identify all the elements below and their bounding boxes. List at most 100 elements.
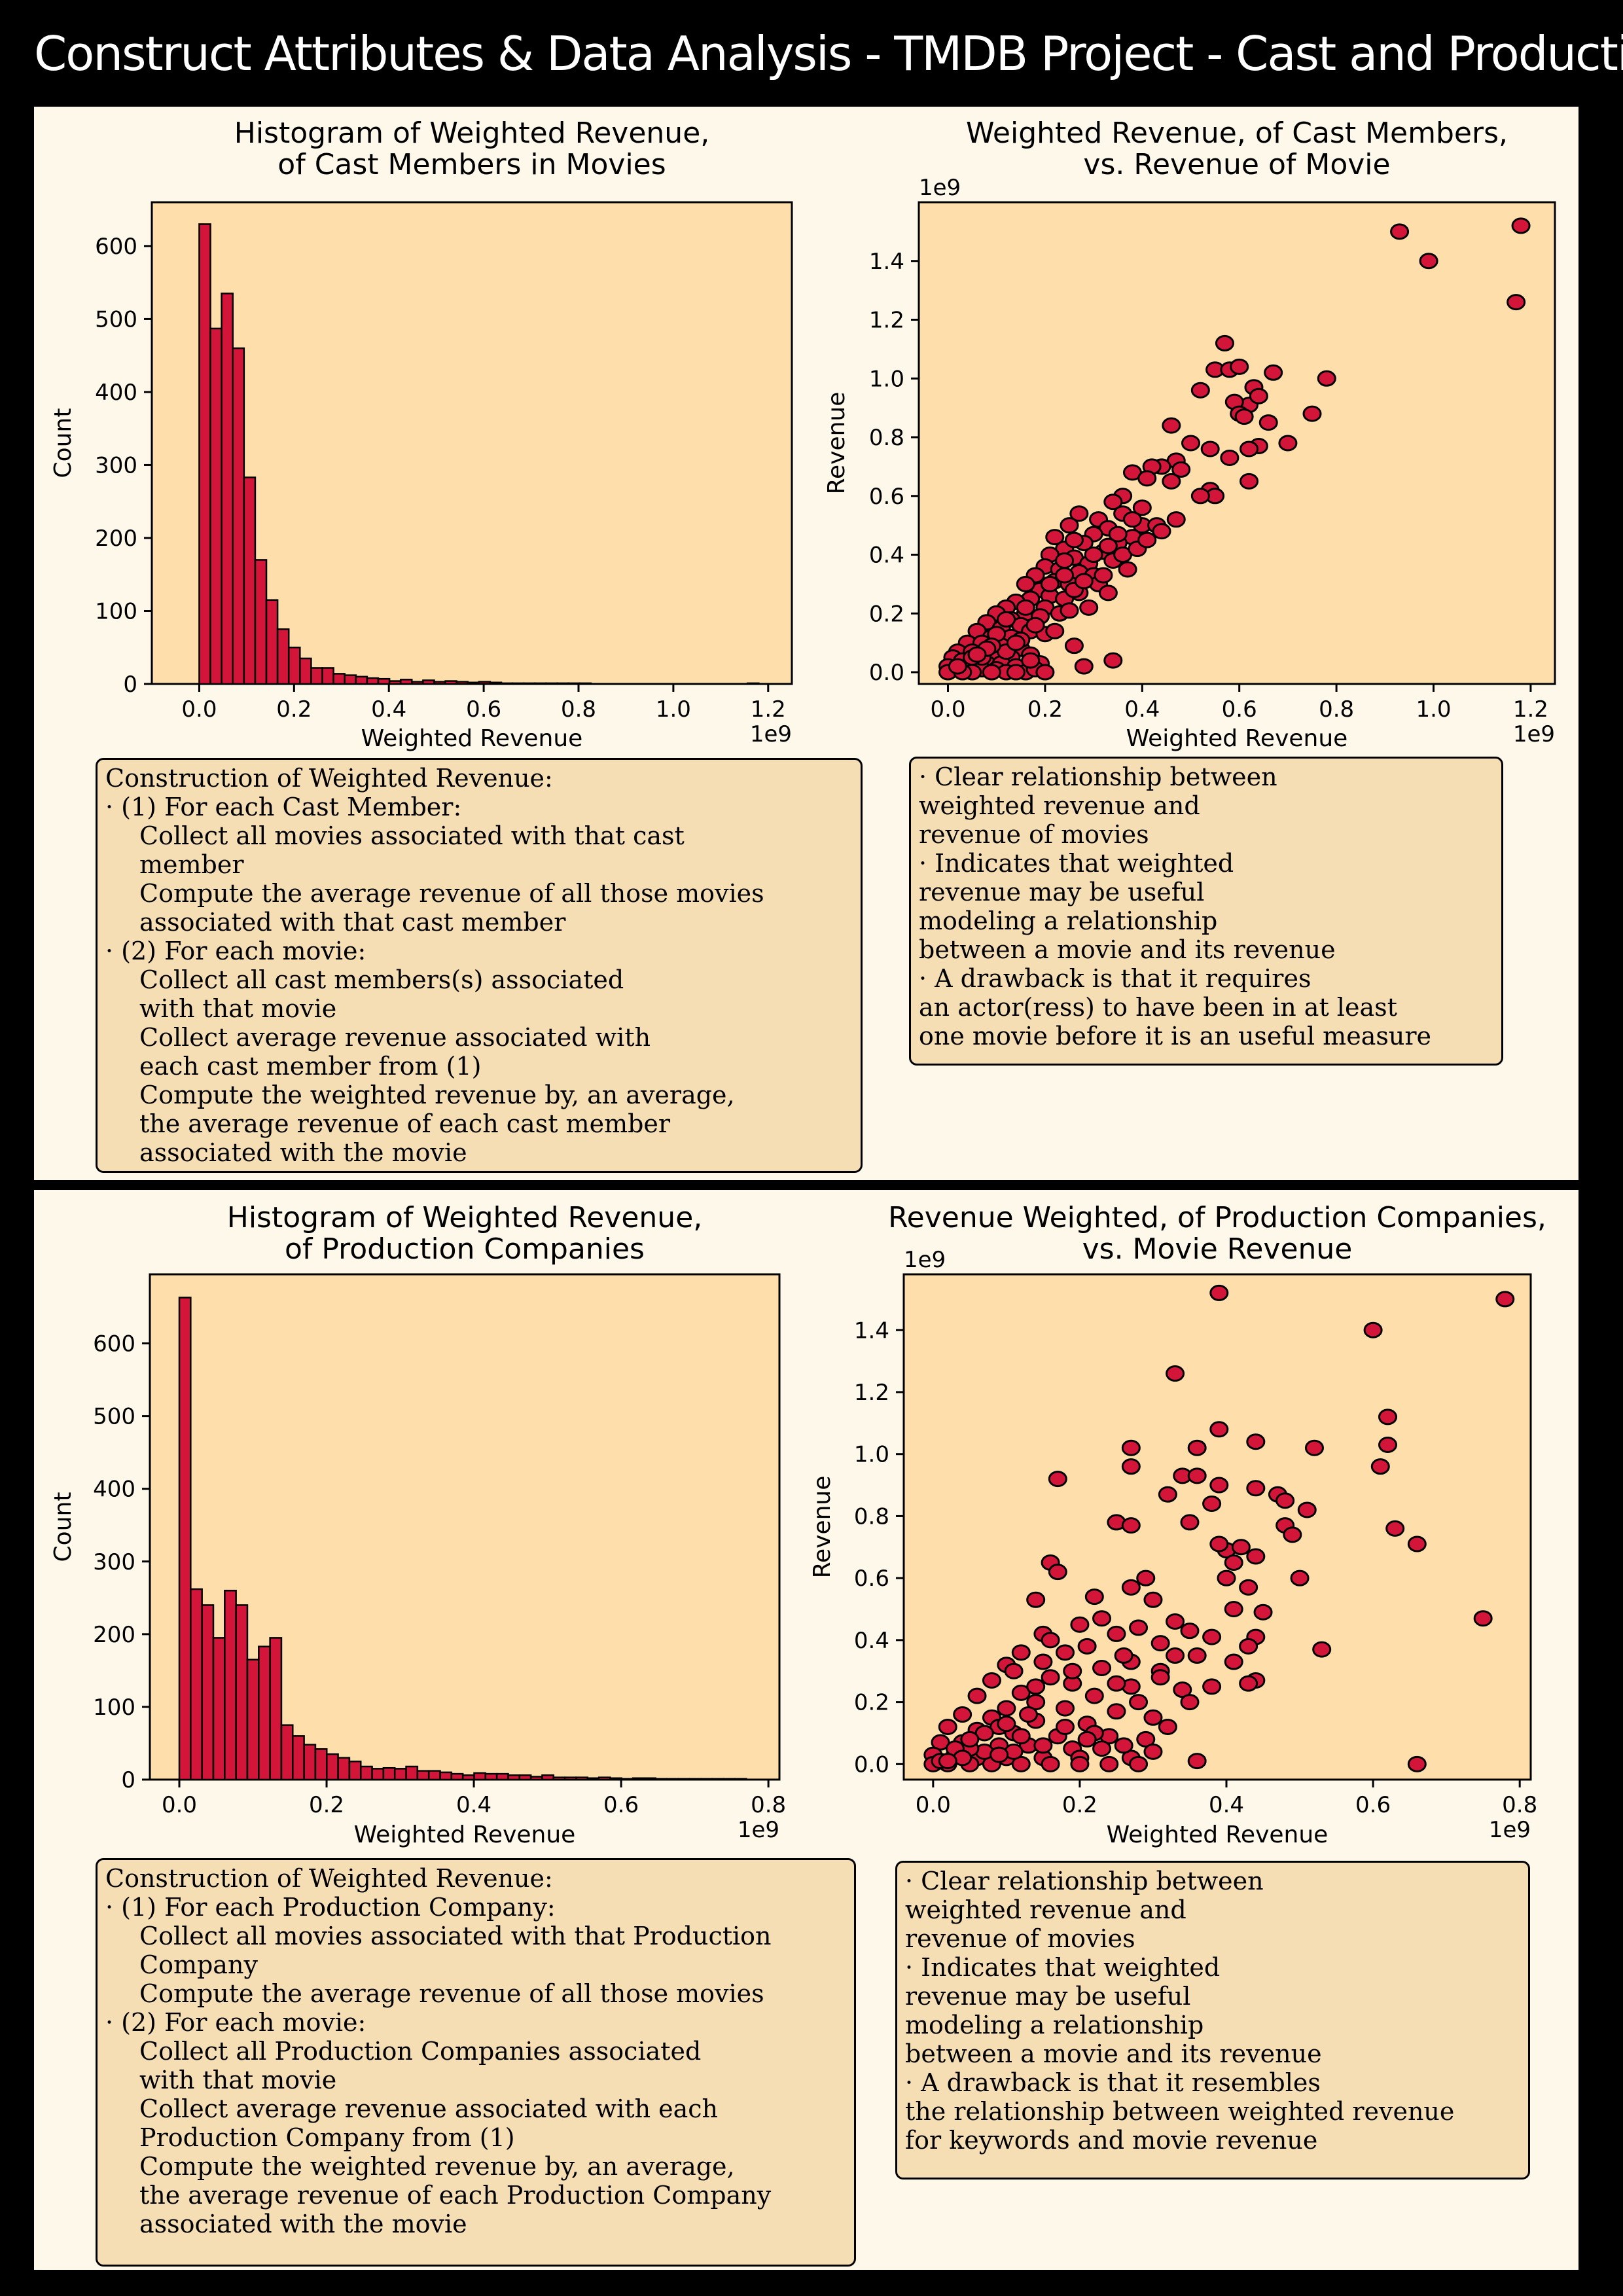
scatter-point [1302, 405, 1322, 422]
scatter-point [1253, 1604, 1273, 1621]
scatter-point [1004, 1662, 1024, 1679]
scatter-point [1283, 1526, 1302, 1543]
x-tick-label: 0.6 [603, 1792, 639, 1818]
scatter-point [1070, 1616, 1090, 1633]
y-tick-label: 200 [93, 1622, 135, 1648]
x-tick-label: 0.8 [1319, 696, 1354, 723]
scatter-point [1011, 1644, 1031, 1661]
scatter-point [1092, 1610, 1112, 1627]
scatter-point [1240, 440, 1259, 457]
y-axis-label: Revenue [809, 1476, 836, 1579]
note-line: Compute the average revenue of all those… [139, 1979, 764, 2008]
scatter-point [1180, 1514, 1200, 1531]
note-line: associated with the movie [139, 2210, 467, 2238]
note-line: for keywords and movie revenue [905, 2126, 1318, 2155]
histogram-bar [579, 682, 592, 685]
scatter-point [1092, 1740, 1112, 1757]
note-line: · A drawback is that it resembles [905, 2068, 1321, 2097]
y-tick-label: 0.2 [854, 1690, 889, 1716]
scatter-point [1121, 1517, 1141, 1534]
x-tick-label: 0.8 [1502, 1792, 1537, 1818]
note-line: revenue of movies [919, 820, 1149, 849]
x-tick-label: 0.0 [916, 1792, 951, 1818]
histogram-bar [734, 1778, 747, 1781]
scatter-point [1511, 217, 1531, 234]
scatter-point [1180, 1694, 1200, 1711]
x-axis-label: Weighted Revenue [354, 1821, 576, 1848]
scatter-point [1084, 547, 1103, 564]
scatter-point [1132, 499, 1152, 516]
scatter-point [982, 1672, 1001, 1689]
x-offset-label: 1e9 [750, 721, 792, 747]
scatter-point [1181, 435, 1201, 452]
scatter-point [1419, 253, 1438, 270]
y-tick-label: 0.4 [854, 1628, 889, 1654]
scatter-point [1056, 1718, 1075, 1735]
chart-title: Weighted Revenue, of Cast Members, [966, 117, 1508, 150]
scatter-point [1209, 1284, 1229, 1301]
y-tick-label: 400 [95, 380, 137, 406]
scatter-point [1033, 1653, 1053, 1670]
scatter-point [990, 1746, 1009, 1763]
scatter-point [1275, 1492, 1295, 1509]
scatter-point [1231, 1539, 1251, 1556]
scatter-point [1297, 1501, 1317, 1518]
scatter-point [1363, 1321, 1383, 1338]
scatter-point [1018, 1706, 1038, 1723]
x-tick-label: 1.2 [751, 696, 786, 723]
note-line: weighted revenue and [905, 1895, 1186, 1924]
scatter-point [1011, 1728, 1031, 1745]
scatter-point [1171, 461, 1191, 478]
y-offset-label: 1e9 [919, 175, 961, 201]
x-offset-label: 1e9 [1513, 721, 1555, 747]
x-offset-label: 1e9 [738, 1817, 779, 1843]
scatter-point [1006, 634, 1026, 651]
scatter-point [1278, 435, 1298, 452]
scatter-point [1069, 505, 1089, 522]
scatter-point [1107, 1703, 1126, 1720]
chart-title: Histogram of Weighted Revenue, [234, 117, 710, 150]
scatter-point [1239, 1579, 1258, 1596]
scatter-point [1055, 552, 1075, 569]
note-line: · A drawback is that it requires [919, 964, 1311, 993]
scatter-point [1202, 1678, 1222, 1695]
scatter-point [967, 1687, 987, 1704]
scatter-point [1074, 658, 1094, 675]
scatter-point [1220, 449, 1240, 466]
scatter-point [1187, 1467, 1207, 1484]
scatter-point [1143, 1743, 1163, 1760]
scatter-point [1249, 387, 1268, 404]
scatter-point [1290, 1570, 1310, 1587]
scatter-point [1390, 223, 1410, 240]
y-tick-label: 0.0 [854, 1751, 889, 1778]
note-line: Collect all movies associated with that … [139, 821, 685, 850]
note-line: Collect average revenue associated with … [139, 2094, 719, 2123]
scatter-point [1084, 1588, 1104, 1605]
scatter-point [1264, 364, 1283, 381]
chart-title: of Production Companies [285, 1232, 645, 1266]
scatter-point [938, 1753, 957, 1770]
scatter-point [1190, 382, 1210, 399]
scatter-point [1166, 1647, 1185, 1664]
scatter-point [1407, 1755, 1427, 1772]
y-axis-label: Count [50, 1492, 77, 1562]
plot-area [902, 1273, 1532, 1781]
note-line: with that movie [139, 2066, 337, 2094]
y-tick-label: 0.2 [869, 601, 904, 627]
scatter-point [1033, 1737, 1053, 1754]
scatter-point [1180, 1623, 1200, 1640]
scatter-point [1056, 1644, 1075, 1661]
y-tick-label: 500 [95, 306, 137, 332]
note-line: Collect all movies associated with that … [139, 1922, 772, 1950]
y-tick-label: 0 [123, 672, 137, 698]
scatter-point [1079, 599, 1099, 616]
note-line: · Indicates that weighted [919, 849, 1234, 878]
x-tick-label: 0.4 [1209, 1792, 1244, 1818]
scatter-point [982, 664, 1001, 681]
scatter-point [1114, 1737, 1133, 1754]
y-tick-label: 600 [95, 234, 137, 260]
scatter-point [1041, 1669, 1060, 1686]
scatter-point [1209, 1477, 1229, 1494]
